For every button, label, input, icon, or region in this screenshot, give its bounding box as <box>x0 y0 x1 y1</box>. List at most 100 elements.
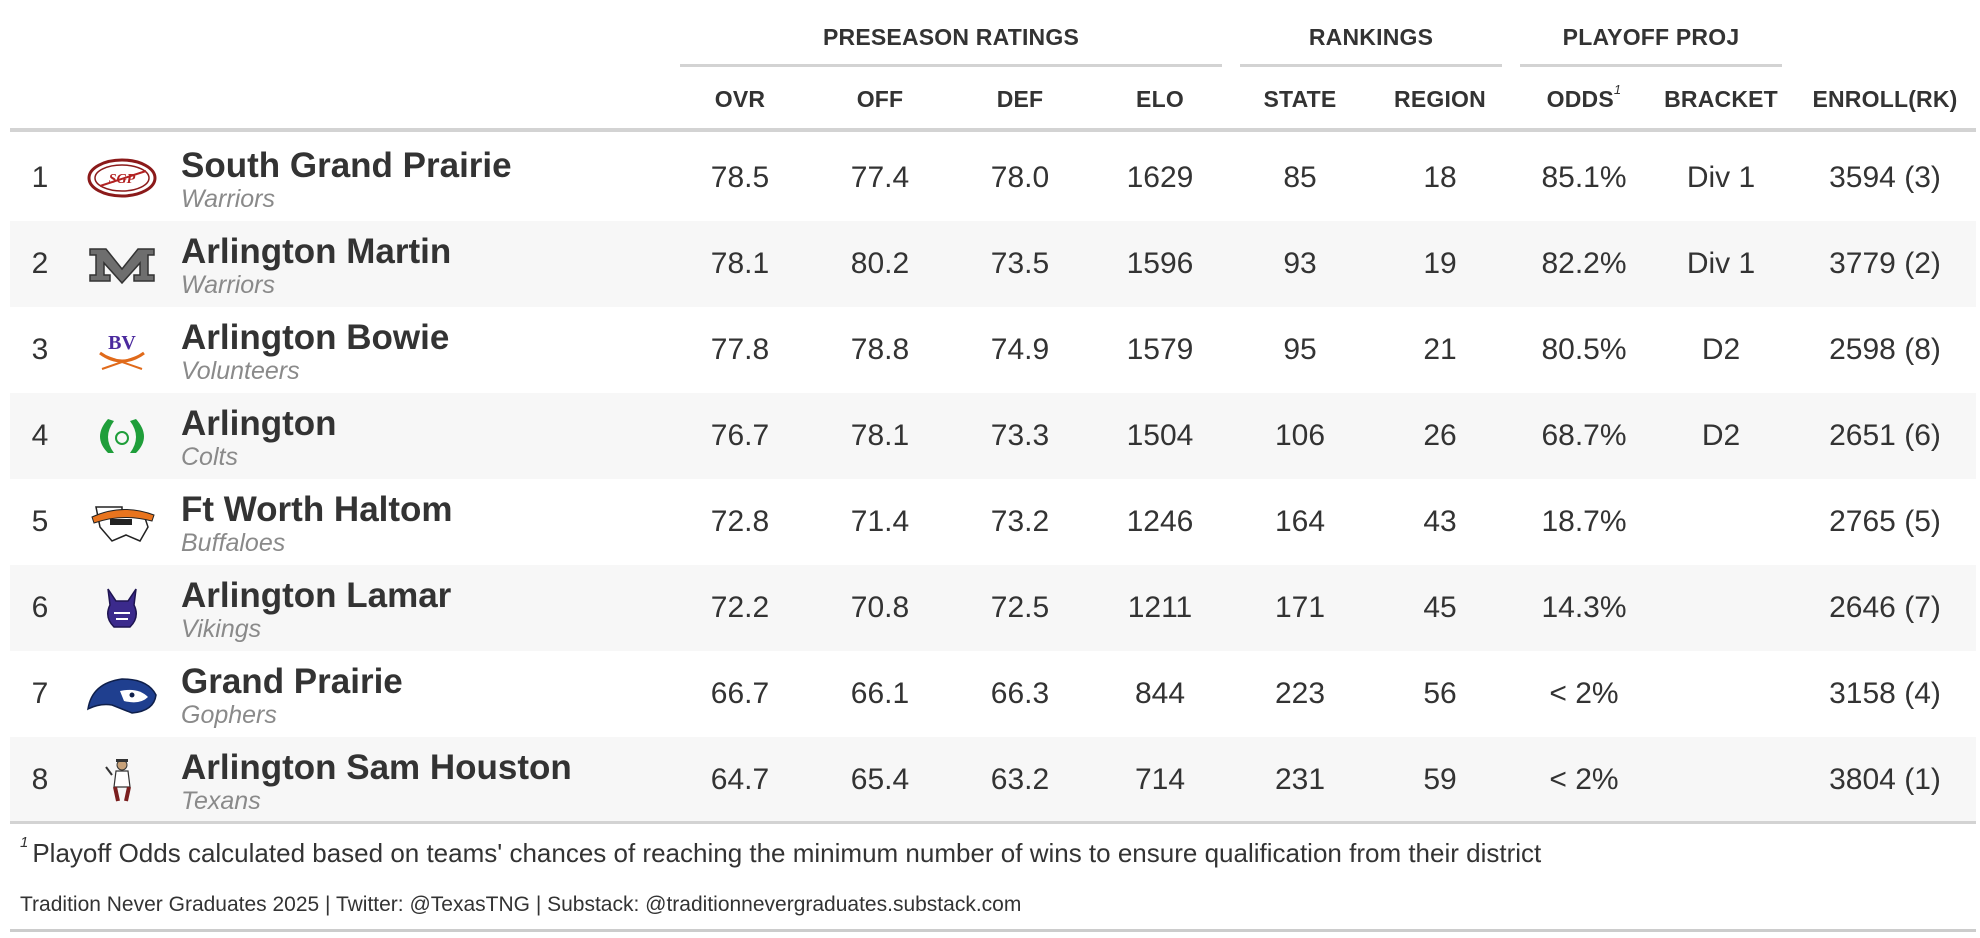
team-mascot: Colts <box>181 443 238 471</box>
arlington-martin-warriors-logo-icon <box>89 248 155 285</box>
odds-cell: 85.1% <box>1541 161 1627 194</box>
state-rank-cell: 95 <box>1283 333 1317 366</box>
elo-cell: 844 <box>1134 677 1186 710</box>
team-name: Arlington <box>181 404 337 443</box>
source-credit: Tradition Never Graduates 2025 | Twitter… <box>20 893 1022 916</box>
rank-cell: 1 <box>31 161 49 194</box>
state-rank-cell: 171 <box>1274 591 1326 624</box>
elo-cell: 1246 <box>1126 505 1194 538</box>
rank-cell: 7 <box>31 677 49 710</box>
state-rank-cell: 164 <box>1274 505 1326 538</box>
def-cell: 66.3 <box>990 677 1050 710</box>
elo-cell: 1211 <box>1127 591 1193 624</box>
bracket-cell: D2 <box>1701 333 1741 366</box>
enroll-cell: 3779 (2) <box>1829 247 1941 280</box>
region-rank-cell: 18 <box>1423 161 1457 194</box>
rank-cell: 3 <box>31 333 49 366</box>
ovr-cell: 66.7 <box>710 677 770 710</box>
col-header-enroll: ENROLL(RK) <box>1812 86 1958 112</box>
odds-cell: 14.3% <box>1541 591 1627 624</box>
svg-text:BV: BV <box>108 332 136 354</box>
region-rank-cell: 45 <box>1423 591 1457 624</box>
team-mascot: Volunteers <box>181 357 300 385</box>
table-row: 6 Arlington Lamar Vikings 72.2 70.8 72.5… <box>10 565 1976 651</box>
bracket-cell <box>1660 479 1782 565</box>
def-cell: 63.2 <box>990 763 1050 796</box>
def-cell: 73.3 <box>990 419 1050 452</box>
col-header-off: OFF <box>856 86 904 112</box>
group-underline-playoff <box>1520 64 1782 67</box>
off-cell: 78.1 <box>850 419 910 452</box>
off-cell: 78.8 <box>850 333 910 366</box>
ovr-cell: 78.5 <box>710 161 770 194</box>
odds-cell: < 2% <box>1549 763 1619 796</box>
off-cell: 77.4 <box>850 161 910 194</box>
def-cell: 78.0 <box>990 161 1050 194</box>
rank-cell: 8 <box>31 763 49 796</box>
off-cell: 80.2 <box>850 247 910 280</box>
team-name: Grand Prairie <box>181 662 403 701</box>
team-name: Arlington Bowie <box>181 318 450 357</box>
state-rank-cell: 85 <box>1283 161 1317 194</box>
enroll-cell: 2598 (8) <box>1829 333 1941 366</box>
region-rank-cell: 43 <box>1423 505 1457 538</box>
def-cell: 74.9 <box>990 333 1050 366</box>
bracket-cell <box>1660 737 1782 823</box>
team-mascot: Buffaloes <box>181 529 286 557</box>
group-header-rankings: RANKINGS <box>1308 24 1434 50</box>
team-mascot: Texans <box>181 787 261 815</box>
arlington-lamar-vikings-logo-icon <box>107 588 137 628</box>
group-header-playoff: PLAYOFF PROJ <box>1562 24 1740 50</box>
table-row: 3 BV Arlington Bowie Volunteers 77.8 78.… <box>10 307 1976 393</box>
col-header-state: STATE <box>1263 86 1337 112</box>
table-row: 7 Grand Prairie Gophers 66.7 66.1 66.3 8… <box>10 651 1976 737</box>
bracket-cell: Div 1 <box>1686 247 1756 280</box>
enroll-cell: 2646 (7) <box>1829 591 1941 624</box>
arlington-colts-logo-icon <box>100 419 144 453</box>
ovr-cell: 76.7 <box>710 419 770 452</box>
ovr-cell: 77.8 <box>710 333 770 366</box>
region-rank-cell: 26 <box>1423 419 1457 452</box>
elo-cell: 1504 <box>1126 419 1194 452</box>
col-header-def: DEF <box>996 86 1044 112</box>
bracket-cell <box>1660 651 1782 737</box>
table-row: 4 Arlington Colts 76.7 78.1 73.3 1504 10… <box>10 393 1976 479</box>
grand-prairie-gophers-logo-icon <box>87 678 157 714</box>
region-rank-cell: 19 <box>1423 247 1457 280</box>
odds-cell: 68.7% <box>1541 419 1627 452</box>
team-name: Arlington Sam Houston <box>181 748 572 787</box>
footnote-text: Playoff Odds calculated based on teams' … <box>32 838 1542 868</box>
region-rank-cell: 21 <box>1423 333 1457 366</box>
def-cell: 73.2 <box>990 505 1050 538</box>
table-row: 2 Arlington Martin Warriors 78.1 80.2 73… <box>10 221 1976 307</box>
footnote: 1 Playoff Odds calculated based on teams'… <box>20 834 1542 869</box>
odds-cell: 18.7% <box>1541 505 1627 538</box>
bracket-cell <box>1660 565 1782 651</box>
group-underline-rankings <box>1240 64 1502 67</box>
col-header-odds: ODDS1 <box>1520 82 1648 116</box>
odds-label: ODDS <box>1546 86 1614 112</box>
enroll-cell: 3158 (4) <box>1829 677 1941 710</box>
off-cell: 66.1 <box>850 677 910 710</box>
header-rule <box>10 128 1976 132</box>
enroll-cell: 3594 (3) <box>1829 161 1941 194</box>
group-underline-preseason <box>680 64 1222 67</box>
elo-cell: 1629 <box>1126 161 1194 194</box>
ovr-cell: 72.2 <box>710 591 770 624</box>
rank-cell: 6 <box>31 591 49 624</box>
state-rank-cell: 231 <box>1274 763 1326 796</box>
elo-cell: 1579 <box>1126 333 1194 366</box>
ovr-cell: 78.1 <box>710 247 770 280</box>
off-cell: 65.4 <box>850 763 910 796</box>
team-name: Ft Worth Haltom <box>181 490 453 529</box>
footnote-marker: 1 <box>20 834 29 851</box>
off-cell: 71.4 <box>850 505 910 538</box>
table-bottom-rule <box>10 821 1976 824</box>
sam-houston-texans-logo-icon <box>105 759 131 802</box>
state-rank-cell: 93 <box>1283 247 1317 280</box>
col-header-ovr: OVR <box>714 86 766 112</box>
state-rank-cell: 106 <box>1274 419 1326 452</box>
table-row: 8 Arlington Sam Houston Texans 64.7 65.4… <box>10 737 1976 823</box>
enroll-cell: 2651 (6) <box>1829 419 1941 452</box>
